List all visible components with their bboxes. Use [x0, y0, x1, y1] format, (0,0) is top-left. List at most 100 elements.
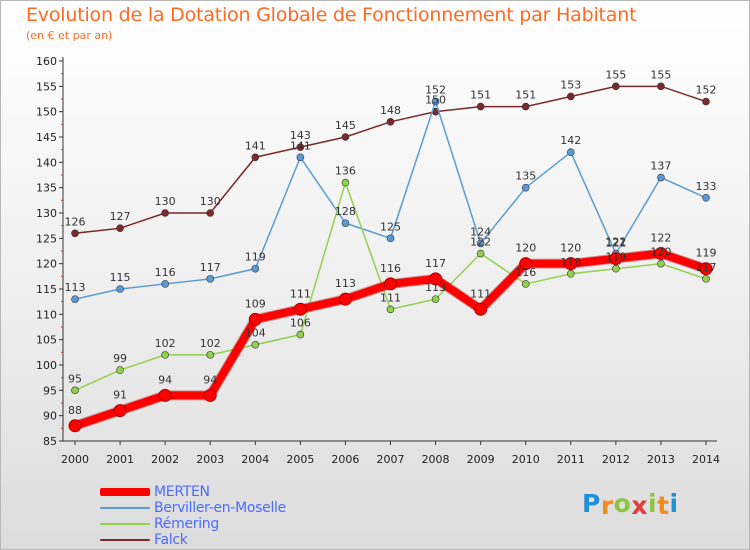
data-label-berviller-en-moselle: 135: [515, 170, 536, 183]
data-point-falck: [251, 153, 260, 162]
data-point-berviller-en-moselle: [71, 295, 79, 303]
data-point-merten: [564, 257, 578, 271]
data-point-berviller-en-moselle: [476, 239, 485, 248]
data-label-falck: 127: [110, 210, 131, 223]
data-point-remering: [612, 264, 620, 273]
legend-label: Rémering: [154, 516, 219, 532]
axes: 8590951001051101151201251301351401451501…: [36, 55, 720, 466]
data-point-merten: [699, 262, 713, 276]
data-point-remering: [296, 330, 305, 339]
logo-letter: o: [613, 489, 632, 518]
x-tick-label: 2004: [241, 453, 269, 466]
data-label-falck: 126: [65, 215, 86, 228]
data-label-merten: 121: [605, 237, 626, 250]
x-tick-label: 2014: [692, 453, 720, 466]
data-label-berviller-en-moselle: 116: [155, 266, 176, 279]
data-point-merten: [338, 292, 352, 306]
data-point-berviller-en-moselle: [341, 219, 350, 227]
y-tick-label: 95: [43, 384, 57, 397]
data-label-merten: 109: [245, 297, 266, 310]
data-point-falck: [612, 82, 620, 91]
data-point-berviller-en-moselle: [206, 275, 215, 283]
data-label-merten: 111: [470, 287, 491, 300]
x-tick-label: 2002: [151, 453, 179, 466]
data-label-berviller-en-moselle: 117: [200, 261, 221, 274]
data-point-merten: [203, 388, 217, 402]
data-point-remering: [206, 351, 215, 359]
data-label-merten: 122: [650, 232, 671, 245]
data-label-merten: 88: [68, 404, 82, 417]
data-point-berviller-en-moselle: [296, 153, 305, 162]
data-label-falck: 155: [605, 68, 626, 81]
data-point-remering: [71, 386, 79, 395]
data-label-merten: 113: [335, 277, 356, 290]
data-point-berviller-en-moselle: [702, 194, 710, 202]
data-point-berviller-en-moselle: [386, 234, 395, 243]
data-label-falck: 153: [560, 78, 581, 91]
data-label-falck: 151: [470, 89, 491, 102]
data-point-falck: [161, 209, 169, 217]
data-label-merten: 119: [696, 247, 717, 260]
y-tick-label: 90: [43, 410, 57, 423]
data-label-remering: 116: [515, 266, 536, 279]
y-tick-label: 130: [36, 207, 57, 220]
data-point-merten: [654, 247, 668, 261]
data-point-falck: [702, 97, 710, 106]
data-label-remering: 99: [113, 352, 127, 365]
legend-label: MERTEN: [154, 484, 210, 500]
data-point-merten: [384, 277, 397, 291]
logo-letter: x: [631, 491, 648, 520]
y-tick-label: 105: [36, 334, 57, 347]
logo-letter: P: [582, 489, 601, 518]
data-label-remering: 106: [290, 317, 311, 330]
logo-letter: r: [600, 491, 614, 520]
data-label-falck: 152: [696, 84, 717, 97]
data-label-merten: 120: [515, 242, 536, 255]
data-label-falck: 130: [155, 195, 176, 208]
data-label-falck: 150: [425, 94, 446, 107]
x-tick-label: 2007: [377, 453, 405, 466]
data-label-remering: 119: [605, 251, 626, 264]
data-label-berviller-en-moselle: 142: [560, 134, 581, 147]
data-label-merten: 116: [380, 262, 401, 275]
legend-label: Falck: [154, 532, 188, 548]
data-point-merten: [474, 302, 488, 316]
data-label-falck: 145: [335, 119, 356, 132]
logo-letter: i: [648, 489, 658, 518]
y-tick-label: 100: [36, 359, 57, 372]
y-tick-label: 125: [36, 232, 57, 245]
data-label-berviller-en-moselle: 141: [290, 139, 311, 152]
data-point-falck: [476, 102, 485, 111]
data-label-falck: 155: [650, 68, 671, 81]
y-tick-label: 110: [36, 308, 57, 321]
chart-subtitle: (en € et par an): [26, 29, 113, 42]
data-point-merten: [429, 272, 443, 286]
data-label-falck: 148: [380, 104, 401, 117]
data-label-berviller-en-moselle: 115: [110, 271, 131, 284]
y-tick-label: 115: [36, 283, 57, 296]
data-point-falck: [206, 209, 215, 217]
data-label-remering: 113: [425, 281, 446, 294]
x-tick-label: 2012: [602, 453, 630, 466]
data-label-falck: 151: [515, 89, 536, 102]
data-label-remering: 111: [380, 291, 401, 304]
data-label-merten: 117: [425, 257, 446, 270]
data-point-falck: [657, 82, 665, 91]
data-point-remering: [386, 305, 395, 314]
data-label-merten: 111: [290, 287, 311, 300]
x-tick-label: 2008: [422, 453, 450, 466]
data-point-merten: [158, 388, 172, 402]
data-point-falck: [296, 143, 305, 151]
data-label-falck: 130: [200, 195, 221, 208]
legend-label: Berviller-en-Moselle: [154, 500, 286, 516]
legend-swatch: [100, 523, 150, 525]
data-point-remering: [476, 249, 485, 258]
data-point-remering: [116, 366, 124, 374]
data-point-merten: [609, 252, 623, 266]
data-point-merten: [113, 404, 127, 418]
data-label-remering: 120: [650, 246, 671, 259]
x-tick-label: 2005: [286, 453, 314, 466]
x-tick-label: 2006: [331, 453, 359, 466]
data-point-merten: [248, 312, 262, 326]
